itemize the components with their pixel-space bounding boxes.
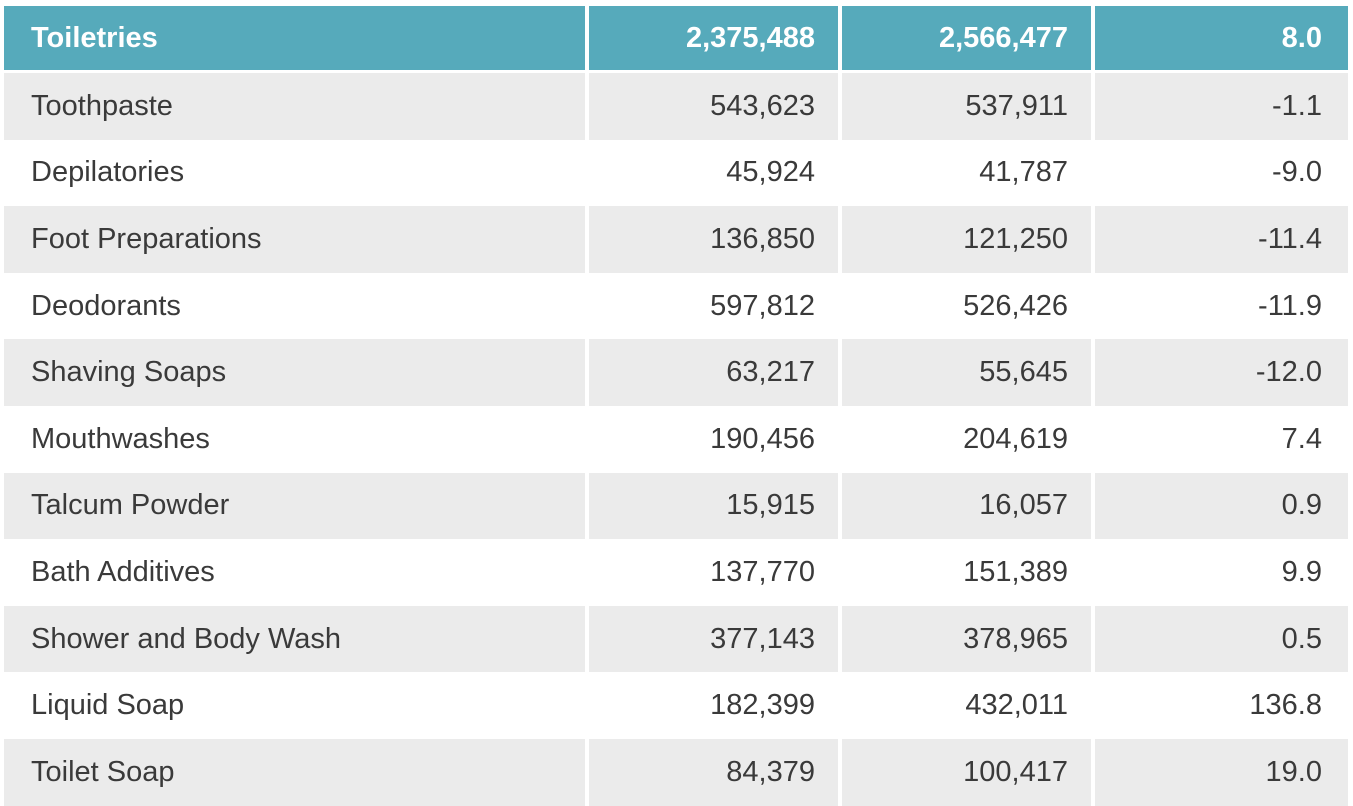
table-row: Bath Additives 137,770 151,389 9.9 (4, 539, 1348, 606)
header-category: Toiletries (4, 6, 589, 70)
table-row: Toothpaste 543,623 537,911 -1.1 (4, 73, 1348, 140)
header-change: 8.0 (1095, 6, 1348, 70)
row-name: Shower and Body Wash (4, 605, 589, 673)
row-value-b: 121,250 (842, 206, 1095, 273)
row-name: Depilatories (4, 139, 589, 207)
row-name: Deodorants (4, 272, 589, 340)
row-name: Shaving Soaps (4, 339, 589, 406)
row-change: 9.9 (1095, 539, 1348, 606)
row-name: Bath Additives (4, 539, 589, 606)
table-row: Foot Preparations 136,850 121,250 -11.4 (4, 206, 1348, 273)
row-name: Toothpaste (4, 73, 589, 140)
row-change: -1.1 (1095, 73, 1348, 140)
row-value-b: 204,619 (842, 405, 1095, 473)
table-header-row: Toiletries 2,375,488 2,566,477 8.0 (4, 6, 1348, 70)
row-value-a: 182,399 (589, 672, 842, 739)
table-row: Shower and Body Wash 377,143 378,965 0.5 (4, 605, 1348, 673)
row-value-b: 16,057 (842, 472, 1095, 540)
row-value-a: 136,850 (589, 206, 842, 273)
toiletries-table: Toiletries 2,375,488 2,566,477 8.0 Tooth… (4, 6, 1348, 806)
header-value-a: 2,375,488 (589, 6, 842, 70)
row-change: -11.4 (1095, 206, 1348, 273)
row-change: -12.0 (1095, 339, 1348, 406)
row-value-b: 432,011 (842, 672, 1095, 739)
row-change: 0.9 (1095, 472, 1348, 540)
row-change: -9.0 (1095, 139, 1348, 207)
table-row: Depilatories 45,924 41,787 -9.0 (4, 139, 1348, 207)
row-change: -11.9 (1095, 272, 1348, 340)
row-value-b: 378,965 (842, 605, 1095, 673)
row-value-b: 526,426 (842, 272, 1095, 340)
row-change: 136.8 (1095, 672, 1348, 739)
row-value-b: 55,645 (842, 339, 1095, 406)
row-name: Toilet Soap (4, 738, 589, 806)
table-row: Liquid Soap 182,399 432,011 136.8 (4, 672, 1348, 739)
header-value-b: 2,566,477 (842, 6, 1095, 70)
row-value-b: 100,417 (842, 738, 1095, 806)
row-value-a: 543,623 (589, 73, 842, 140)
row-value-a: 15,915 (589, 472, 842, 540)
table-row: Talcum Powder 15,915 16,057 0.9 (4, 472, 1348, 540)
row-change: 0.5 (1095, 605, 1348, 673)
row-name: Mouthwashes (4, 405, 589, 473)
table-row: Toilet Soap 84,379 100,417 19.0 (4, 738, 1348, 806)
row-value-a: 137,770 (589, 539, 842, 606)
table-row: Deodorants 597,812 526,426 -11.9 (4, 272, 1348, 340)
row-value-a: 377,143 (589, 605, 842, 673)
row-value-a: 63,217 (589, 339, 842, 406)
table-row: Shaving Soaps 63,217 55,645 -12.0 (4, 339, 1348, 406)
row-value-a: 84,379 (589, 738, 842, 806)
row-name: Talcum Powder (4, 472, 589, 540)
row-value-b: 41,787 (842, 139, 1095, 207)
row-value-b: 537,911 (842, 73, 1095, 140)
row-value-a: 190,456 (589, 405, 842, 473)
row-change: 7.4 (1095, 405, 1348, 473)
row-change: 19.0 (1095, 738, 1348, 806)
row-value-a: 597,812 (589, 272, 842, 340)
row-value-b: 151,389 (842, 539, 1095, 606)
table-row: Mouthwashes 190,456 204,619 7.4 (4, 405, 1348, 473)
row-value-a: 45,924 (589, 139, 842, 207)
row-name: Foot Preparations (4, 206, 589, 273)
row-name: Liquid Soap (4, 672, 589, 739)
